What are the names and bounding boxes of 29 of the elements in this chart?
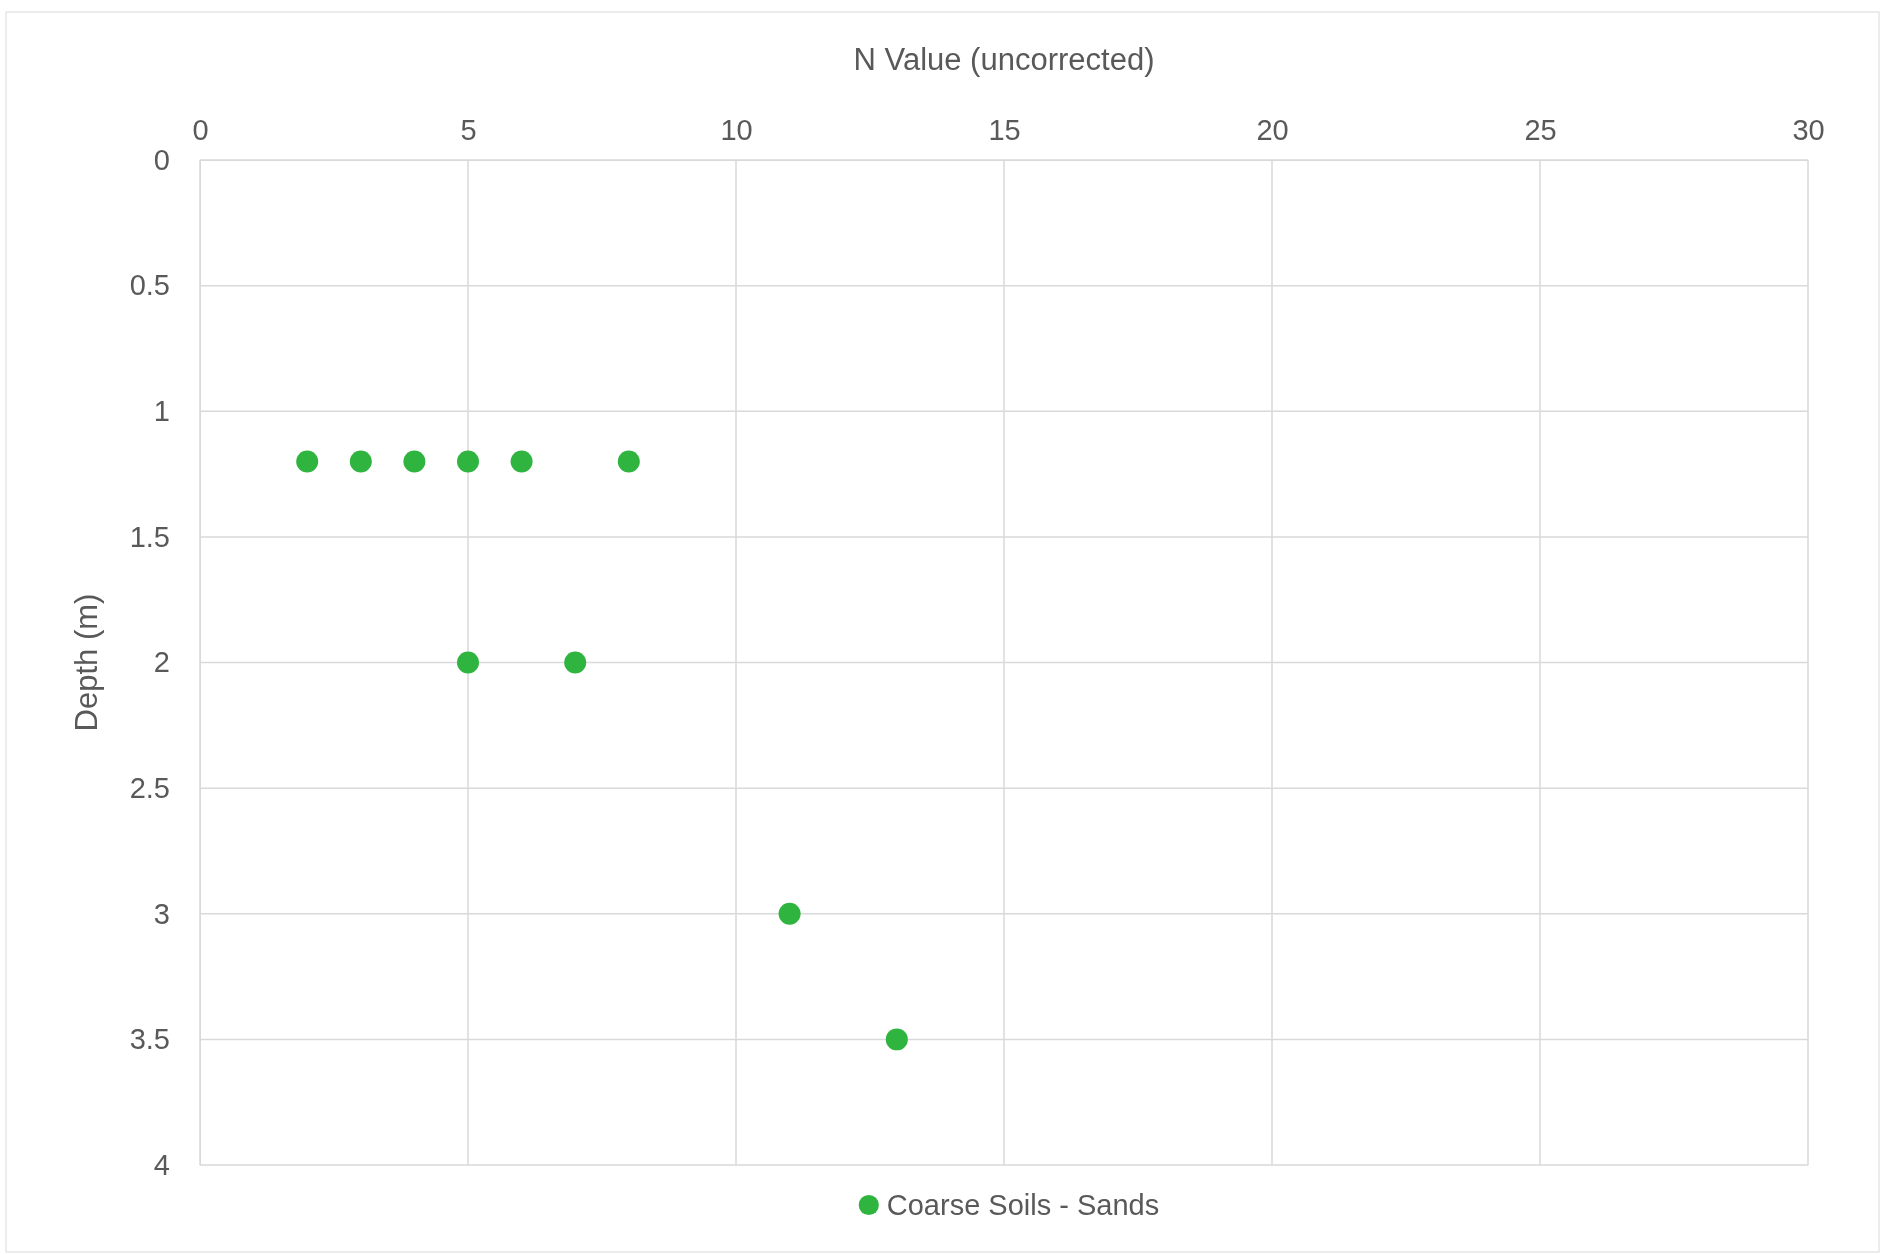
point <box>457 651 479 674</box>
y-tick-label: 4 <box>153 1148 170 1181</box>
point <box>349 450 372 473</box>
y-tick-label: 1.5 <box>129 520 170 553</box>
y-tick-label: 3.5 <box>129 1023 170 1056</box>
y-axis-title: Depth (m) <box>69 593 104 732</box>
x-tick-label: 25 <box>1524 114 1557 146</box>
point <box>403 450 426 473</box>
point <box>457 450 479 473</box>
point <box>296 450 319 473</box>
y-tick-label: 3 <box>153 897 170 930</box>
x-tick-label: 30 <box>1792 114 1825 146</box>
point <box>617 450 640 473</box>
x-tick-label: 15 <box>988 114 1021 146</box>
y-tick-label: 1 <box>153 395 170 428</box>
y-tick-label: 0 <box>153 143 170 176</box>
legend-label: Coarse Soils - Sands <box>886 1189 1160 1221</box>
point <box>778 902 801 925</box>
x-tick-label: 10 <box>720 114 753 146</box>
x-tick-label: 0 <box>192 114 209 146</box>
point <box>885 1028 908 1051</box>
y-tick-label: 2.5 <box>129 771 170 804</box>
x-tick-label: 5 <box>460 114 477 146</box>
point <box>510 450 533 473</box>
x-axis-title: N Value (uncorrected) <box>853 42 1155 77</box>
y-tick-label: 2 <box>153 646 170 679</box>
y-tick-label: 0.5 <box>129 269 170 302</box>
point <box>564 651 587 674</box>
x-tick-label: 20 <box>1256 114 1289 146</box>
